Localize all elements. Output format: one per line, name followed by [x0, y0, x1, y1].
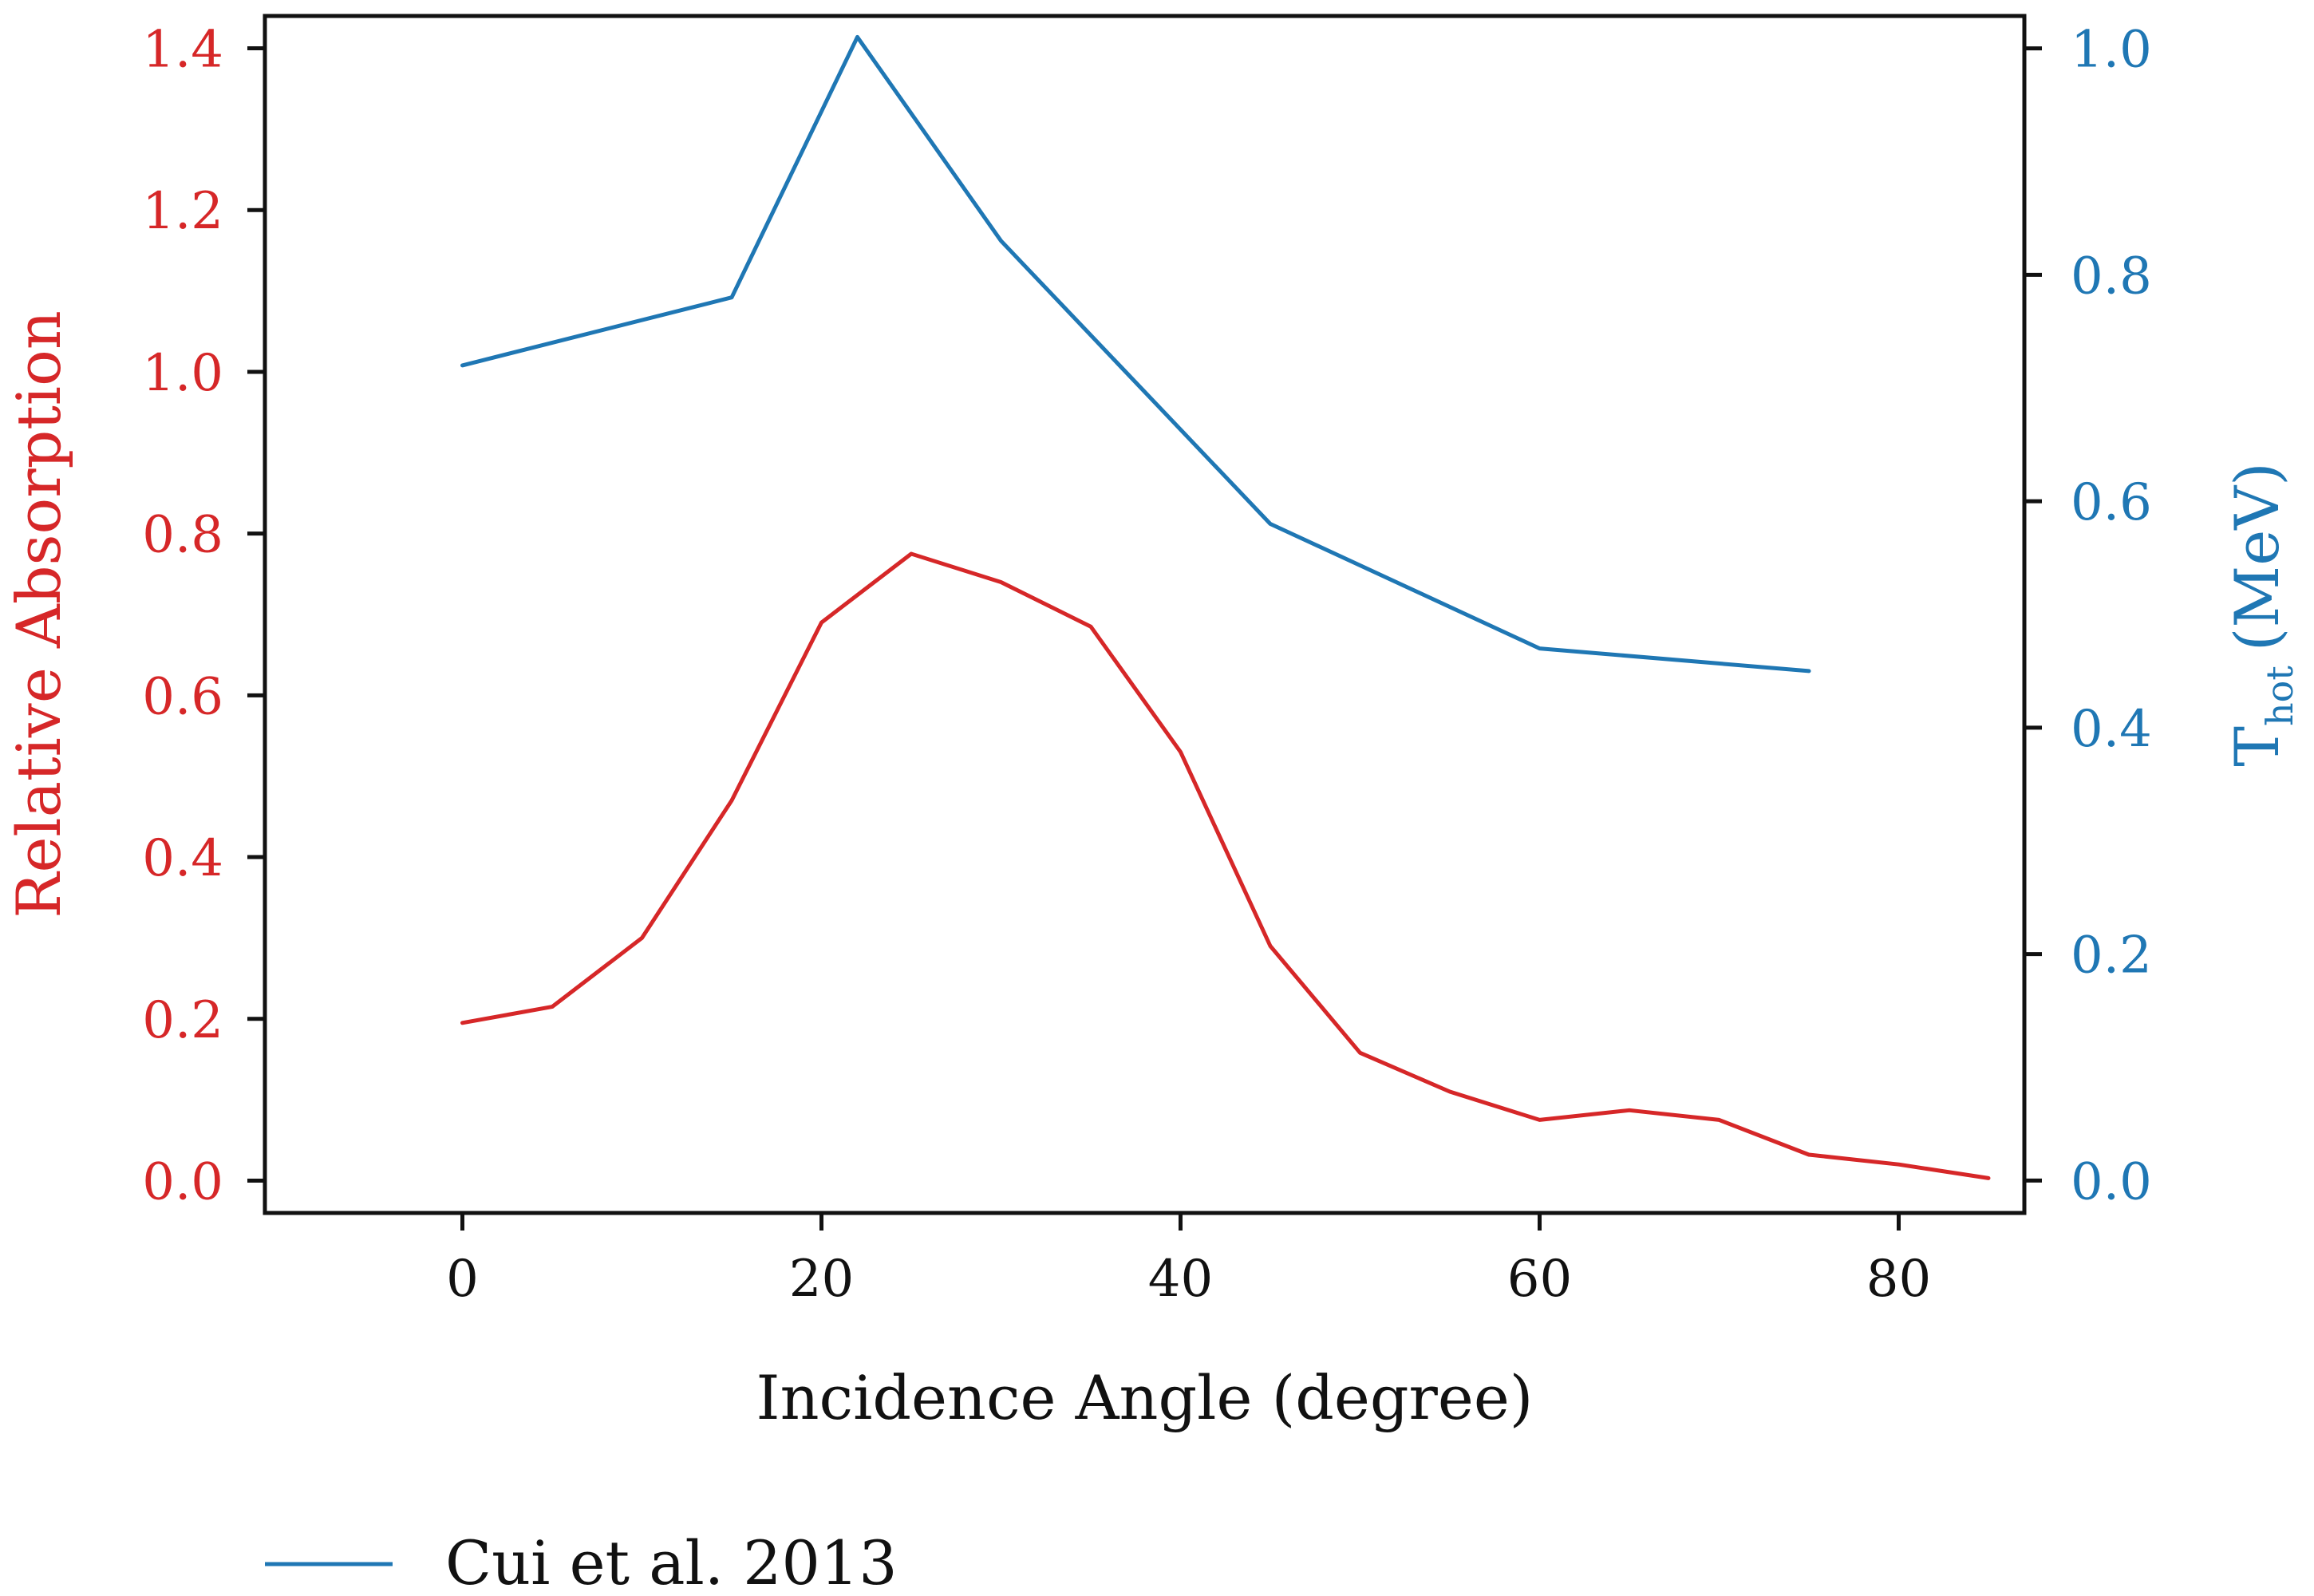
y-right-tick-label-3: 0.6	[2071, 473, 2152, 532]
x-tick-label-4: 80	[1866, 1250, 1931, 1309]
y-left-tick-label-1: 0.2	[142, 991, 223, 1050]
y-left-axis-ticks: 0.0 0.2 0.4 0.6 0.8 1.0 1.2 1.4	[142, 21, 265, 1211]
legend: Cui et al. 2013	[265, 1527, 898, 1596]
y-left-tick-label-0: 0.0	[142, 1152, 223, 1211]
y-right-axis-title: Thot (MeV)	[2221, 462, 2301, 767]
plot-frame	[263, 14, 2027, 1215]
x-axis-title: Incidence Angle (degree)	[756, 1362, 1534, 1433]
x-tick-label-0: 0	[446, 1250, 479, 1309]
y-right-title-sub: hot	[2258, 666, 2301, 726]
y-left-tick-label-5: 1.0	[142, 344, 223, 403]
y-left-tick-label-4: 0.8	[142, 506, 223, 565]
legend-label-cui: Cui et al. 2013	[445, 1527, 898, 1596]
y-right-tick-label-0: 0.0	[2071, 1152, 2152, 1211]
y-right-axis-ticks: 0.0 0.2 0.4 0.6 0.8 1.0	[2024, 21, 2152, 1211]
y-left-tick-label-3: 0.6	[142, 667, 223, 726]
series-layer	[460, 34, 1991, 1180]
y-right-tick-label-4: 0.8	[2071, 247, 2152, 306]
y-right-tick-label-1: 0.2	[2071, 926, 2152, 986]
y-left-tick-label-6: 1.2	[142, 182, 223, 241]
y-left-tick-label-2: 0.4	[142, 829, 223, 888]
y-right-title-main: T	[2221, 726, 2292, 767]
x-tick-label-2: 40	[1148, 1250, 1213, 1309]
y-right-title-unit: (MeV)	[2221, 462, 2292, 651]
x-tick-label-3: 60	[1507, 1250, 1572, 1309]
y-right-tick-label-5: 1.0	[2071, 21, 2152, 80]
y-left-tick-label-7: 1.4	[142, 21, 223, 80]
series-line-cui-et-al-2013	[460, 34, 1811, 674]
x-tick-label-1: 20	[789, 1250, 854, 1309]
y-right-tick-label-2: 0.4	[2071, 700, 2152, 759]
series-line-relative-absorption	[460, 551, 1991, 1180]
x-axis-ticks: 0 20 40 60 80	[446, 1213, 1931, 1309]
y-left-axis-title: Relative Absorption	[3, 310, 74, 918]
